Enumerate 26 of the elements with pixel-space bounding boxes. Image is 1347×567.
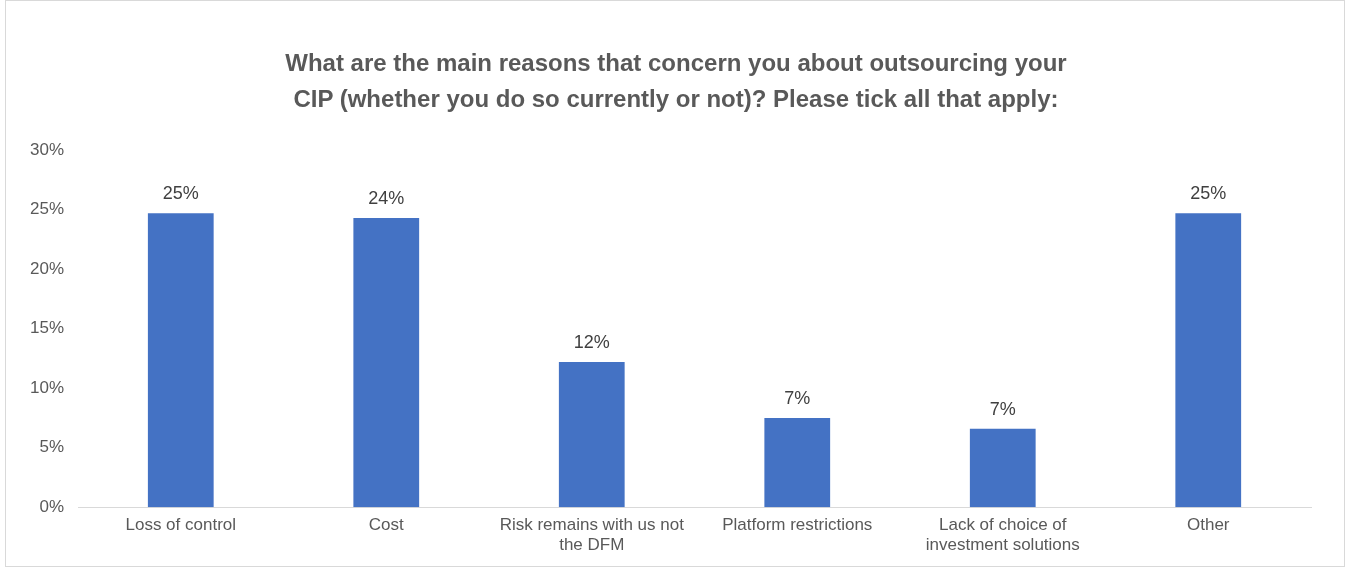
bar [353,218,420,508]
y-tick-label: 20% [29,258,65,278]
data-label: 7% [784,387,811,408]
data-label: 24% [368,188,405,208]
bar [147,213,214,508]
data-label: 7% [989,398,1016,419]
x-tick-label: Risk remains with us not the DFM [499,515,685,555]
bar [1175,213,1242,508]
bar [558,362,625,508]
x-tick-label: Platform restrictions [722,515,873,535]
data-label: 25% [162,183,199,204]
y-tick-label: 25% [29,199,65,219]
bar [969,428,1036,508]
chart-title: What are the main reasons that concern you about outsourcing your CIP (whether you do so currently or not)? Please tick all that apply: [284,48,1068,114]
data-label: 12% [573,331,610,352]
x-tick-label: Other [1186,515,1230,535]
x-tick-label: Loss of control [125,515,237,535]
x-tick-label: Cost [368,515,405,535]
bar [764,417,831,508]
x-tick-label: Lack of choice of investment solutions [925,515,1080,555]
y-tick-label: 15% [29,318,65,338]
y-tick-label: 10% [29,377,65,397]
y-tick-label: 5% [39,437,65,457]
y-tick-label: 0% [39,496,65,516]
y-tick-label: 30% [29,139,65,159]
data-label: 25% [1190,183,1227,204]
